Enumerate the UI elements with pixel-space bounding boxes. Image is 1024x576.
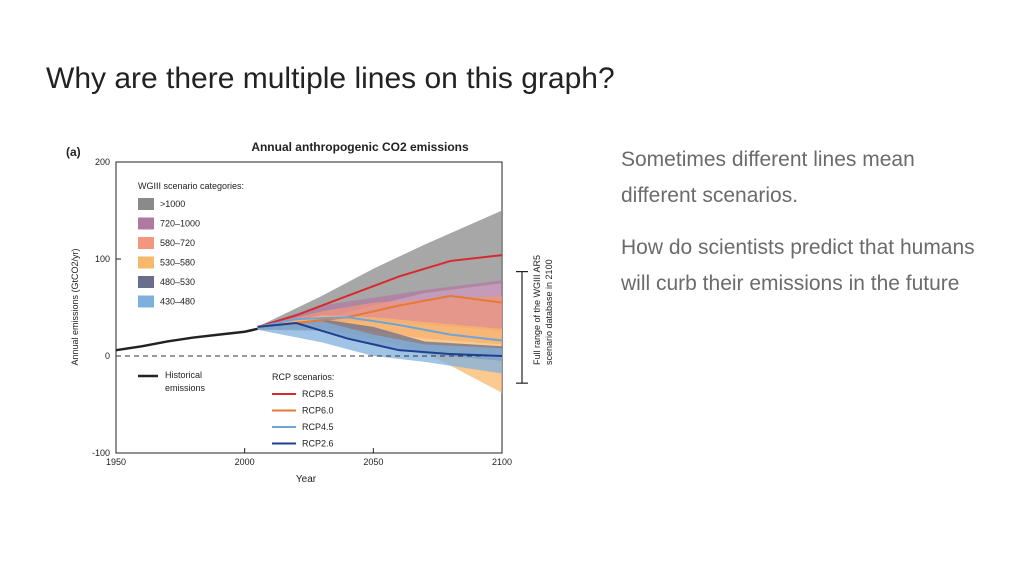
- legend-category-label: 530–580: [160, 258, 195, 268]
- x-tick-label: 2100: [492, 457, 512, 467]
- legend-rcp-label: RCP2.6: [302, 439, 334, 449]
- legend-rcp-label: RCP4.5: [302, 422, 334, 432]
- legend-historical-label: Historical: [165, 370, 202, 380]
- scenario-band: [257, 315, 502, 393]
- legend-category-label: 580–720: [160, 238, 195, 248]
- chart-svg: (a) Annual anthropogenic CO2 emissions 1…: [66, 140, 554, 485]
- rcp-line: [257, 254, 503, 328]
- legend-rcp-label: RCP8.5: [302, 389, 334, 399]
- legend-swatch: [138, 217, 154, 230]
- body-text: Sometimes different lines mean different…: [621, 142, 981, 318]
- legend-swatch: [138, 276, 154, 288]
- legend-categories-title: WGIII scenario categories:: [138, 181, 244, 191]
- legend-category-label: 480–530: [160, 277, 195, 287]
- y-tick-label: -100: [92, 448, 110, 458]
- legend-category-label: >1000: [160, 199, 185, 209]
- x-tick-label: 2050: [363, 457, 383, 467]
- rcp-line: [257, 316, 503, 342]
- chart-title: Annual anthropogenic CO2 emissions: [251, 140, 469, 154]
- legend-historical-label: emissions: [165, 383, 206, 393]
- legend-rcp-label: RCP6.0: [302, 406, 334, 416]
- y-tick-label: 0: [105, 351, 110, 361]
- scenario-band: [257, 210, 502, 329]
- y-tick-label: 100: [95, 254, 110, 264]
- scenario-band: [257, 321, 502, 374]
- y-axis-label: Annual emissions (GtCO2/yr): [70, 248, 80, 365]
- x-tick-label: 1950: [106, 457, 126, 467]
- legend-category-label: 720–1000: [160, 219, 200, 229]
- legend-swatch: [138, 237, 154, 249]
- historical-line: [115, 327, 258, 352]
- rcp-line: [257, 322, 503, 357]
- slide-title: Why are there multiple lines on this gra…: [46, 62, 615, 95]
- legend-swatch: [138, 295, 154, 308]
- legend-category-label: 430–480: [160, 297, 195, 307]
- panel-label: (a): [66, 145, 81, 159]
- legend-rcp-title: RCP scenarios:: [272, 372, 334, 382]
- legend-swatch: [138, 256, 154, 269]
- legend-swatch: [138, 198, 154, 210]
- emissions-chart: (a) Annual anthropogenic CO2 emissions 1…: [60, 135, 580, 495]
- x-tick-label: 2000: [235, 457, 255, 467]
- y-tick-label: 200: [95, 157, 110, 167]
- paragraph-question: How do scientists predict that humans wi…: [621, 236, 975, 295]
- x-axis-label: Year: [296, 474, 317, 485]
- range-label-2: scenario database in 2100: [544, 259, 554, 365]
- paragraph-scenarios: Sometimes different lines mean different…: [621, 148, 915, 207]
- range-label-1: Full range of the WGIII AR5: [532, 255, 542, 365]
